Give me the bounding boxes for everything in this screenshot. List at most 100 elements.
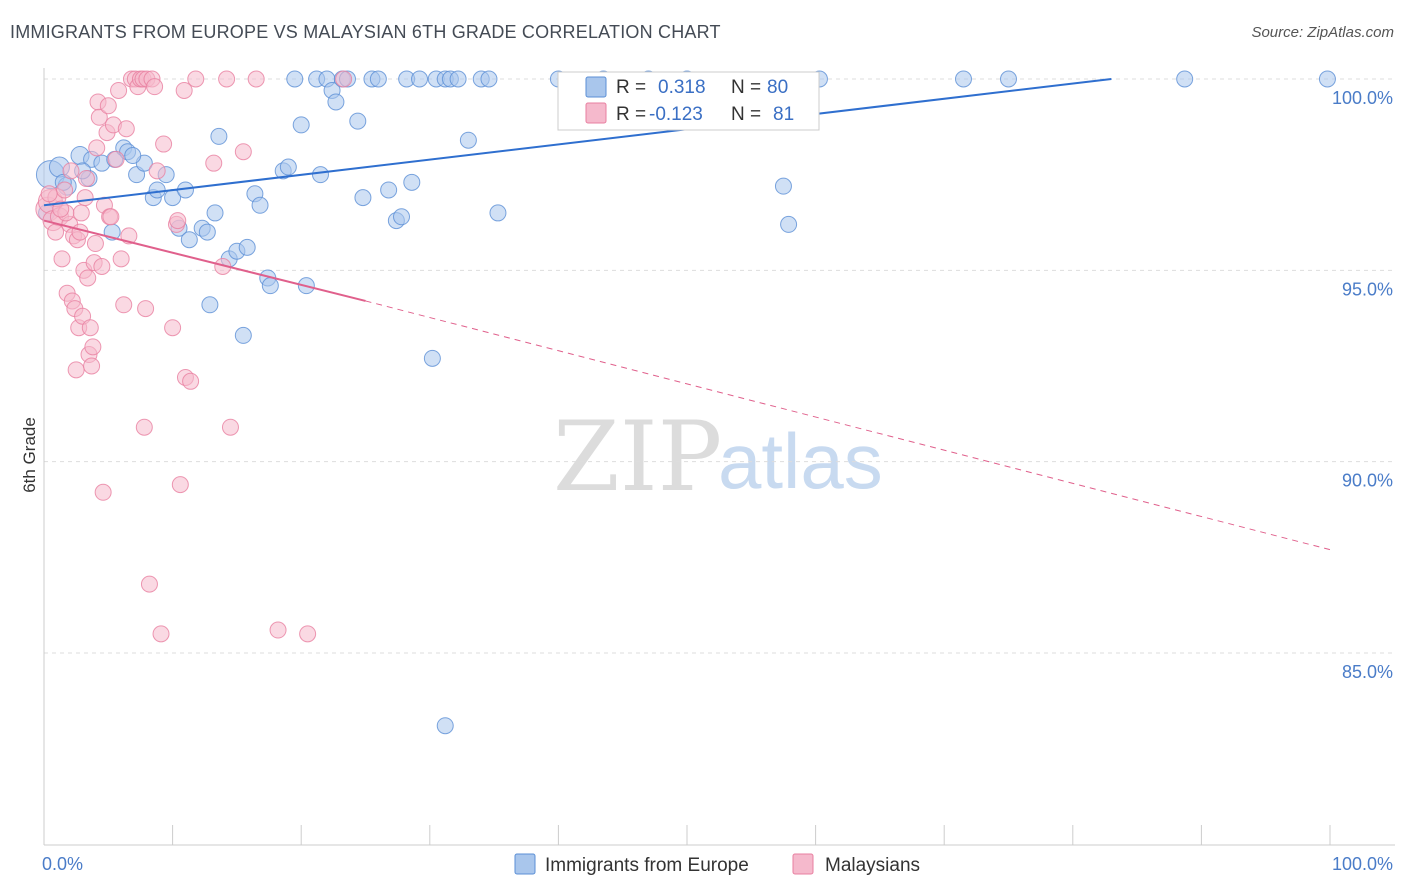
point-europe-13 bbox=[148, 181, 166, 199]
legend-r-label-europe: R = bbox=[616, 77, 646, 98]
legend-n-label-europe: N = bbox=[731, 77, 761, 98]
point-europe-38 bbox=[311, 166, 329, 184]
x-tick-label-0: 0.0% bbox=[42, 854, 83, 874]
point-europe-22 bbox=[206, 204, 224, 222]
point-malaysians-69 bbox=[247, 70, 265, 88]
point-europe-58 bbox=[449, 70, 467, 88]
trend-line-extension-malaysians bbox=[365, 300, 1331, 551]
point-europe-72 bbox=[1000, 70, 1017, 88]
point-malaysians-47 bbox=[135, 418, 153, 436]
point-malaysians-29 bbox=[93, 258, 111, 276]
point-malaysians-30 bbox=[94, 483, 112, 501]
point-europe-62 bbox=[489, 204, 507, 222]
point-malaysians-40 bbox=[115, 296, 133, 314]
point-europe-44 bbox=[349, 112, 367, 130]
point-malaysians-79 bbox=[40, 185, 58, 203]
point-malaysians-70 bbox=[269, 621, 287, 639]
legend-r-label-malaysians: R = bbox=[616, 104, 646, 125]
legend-n-value-europe: 80 bbox=[767, 77, 788, 98]
watermark: ZIP atlas bbox=[553, 401, 883, 513]
point-malaysians-37 bbox=[107, 150, 125, 168]
point-malaysians-39 bbox=[112, 250, 130, 268]
point-malaysians-20 bbox=[79, 269, 97, 287]
point-malaysians-24 bbox=[84, 338, 102, 356]
point-malaysians-38 bbox=[110, 81, 128, 99]
point-europe-26 bbox=[234, 326, 252, 344]
series-malaysians bbox=[35, 70, 353, 643]
point-malaysians-55 bbox=[155, 135, 173, 153]
point-malaysians-75 bbox=[62, 162, 80, 180]
series-layer bbox=[35, 70, 1336, 735]
legend-n-value-malaysians: 81 bbox=[773, 104, 794, 125]
point-europe-79 bbox=[124, 147, 142, 165]
point-europe-33 bbox=[279, 158, 297, 176]
y-tick-labels: 100.0% 95.0% 90.0% 85.0% bbox=[1332, 88, 1393, 682]
point-europe-48 bbox=[380, 181, 398, 199]
point-malaysians-62 bbox=[182, 372, 200, 390]
point-europe-34 bbox=[286, 70, 304, 88]
point-malaysians-6 bbox=[56, 181, 74, 199]
trend-layer bbox=[43, 78, 1331, 551]
point-europe-73 bbox=[1176, 70, 1194, 88]
legend-r-value-europe: 0.318 bbox=[658, 77, 706, 98]
trend-line-malaysians bbox=[43, 219, 366, 302]
point-europe-18 bbox=[180, 231, 198, 249]
point-malaysians-71 bbox=[299, 625, 317, 643]
point-europe-69 bbox=[780, 215, 798, 233]
point-europe-50 bbox=[393, 208, 411, 226]
point-malaysians-35 bbox=[102, 208, 120, 226]
point-europe-47 bbox=[369, 70, 387, 88]
bottom-legend-swatch-malaysians bbox=[792, 853, 814, 875]
point-europe-21 bbox=[201, 296, 219, 314]
point-malaysians-53 bbox=[148, 162, 166, 180]
point-europe-52 bbox=[403, 173, 421, 191]
point-malaysians-58 bbox=[169, 212, 187, 230]
grid-lines bbox=[44, 78, 1395, 654]
point-malaysians-66 bbox=[218, 70, 236, 88]
point-malaysians-72 bbox=[335, 70, 353, 88]
point-malaysians-76 bbox=[71, 223, 89, 241]
point-malaysians-12 bbox=[67, 361, 85, 379]
point-malaysians-60 bbox=[175, 81, 193, 99]
point-malaysians-68 bbox=[234, 143, 252, 161]
y-tick-label-0: 100.0% bbox=[1332, 88, 1393, 108]
bottom-legend-label-malaysians: Malaysians bbox=[825, 855, 920, 876]
point-europe-29 bbox=[251, 196, 269, 214]
bottom-legend: Immigrants from Europe Malaysians bbox=[514, 853, 920, 876]
chart-source: Source: ZipAtlas.com bbox=[1251, 24, 1394, 41]
point-malaysians-23 bbox=[83, 357, 101, 375]
point-malaysians-63 bbox=[187, 70, 205, 88]
point-europe-53 bbox=[411, 70, 429, 88]
watermark-zip: ZIP bbox=[553, 401, 722, 513]
legend-n-label-malaysians: N = bbox=[731, 104, 761, 125]
point-malaysians-33 bbox=[99, 97, 117, 115]
bottom-legend-label-europe: Immigrants from Europe bbox=[545, 855, 749, 876]
point-malaysians-54 bbox=[152, 625, 170, 643]
watermark-atlas: atlas bbox=[718, 417, 883, 505]
point-malaysians-67 bbox=[221, 418, 239, 436]
point-malaysians-28 bbox=[90, 108, 108, 126]
point-malaysians-56 bbox=[164, 319, 182, 337]
point-malaysians-5 bbox=[53, 250, 71, 268]
point-malaysians-73 bbox=[47, 223, 65, 241]
trend-line-europe bbox=[43, 78, 1112, 207]
point-europe-68 bbox=[774, 177, 792, 195]
point-malaysians-19 bbox=[77, 169, 95, 187]
point-malaysians-64 bbox=[205, 154, 223, 172]
legend-r-value-malaysians: -0.123 bbox=[649, 104, 703, 125]
bottom-legend-swatch-europe bbox=[514, 853, 536, 875]
point-malaysians-41 bbox=[117, 120, 135, 138]
point-malaysians-26 bbox=[88, 139, 106, 157]
point-europe-23 bbox=[210, 127, 228, 145]
y-tick-label-1: 95.0% bbox=[1342, 279, 1393, 299]
point-europe-35 bbox=[292, 116, 310, 134]
point-europe-31 bbox=[261, 277, 279, 295]
y-axis-label: 6th Grade bbox=[20, 417, 39, 493]
point-malaysians-80 bbox=[52, 200, 70, 218]
point-europe-20 bbox=[198, 223, 216, 241]
point-malaysians-15 bbox=[72, 204, 90, 222]
point-malaysians-50 bbox=[140, 575, 158, 593]
point-europe-59 bbox=[459, 131, 477, 149]
point-malaysians-18 bbox=[76, 189, 94, 207]
y-tick-label-3: 85.0% bbox=[1342, 662, 1393, 682]
